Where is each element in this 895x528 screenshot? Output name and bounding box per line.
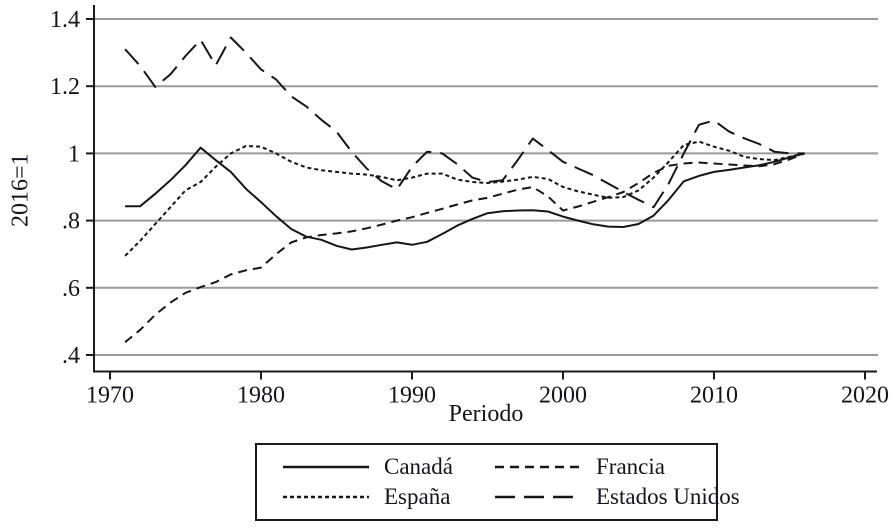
x-tick-label: 2010 bbox=[690, 383, 738, 409]
series-solid bbox=[125, 146, 805, 251]
legend-label: España bbox=[384, 483, 451, 509]
y-tick-label: 1.4 bbox=[50, 7, 80, 33]
y-tick-label: .4 bbox=[62, 343, 80, 369]
x-tick-label: 2000 bbox=[539, 383, 587, 409]
y-tick-label: 1 bbox=[68, 141, 80, 167]
legend-line-sample bbox=[495, 495, 581, 498]
legend-line-sample bbox=[283, 466, 369, 469]
legend-entry-francia: Francia bbox=[495, 455, 740, 479]
y-tick-label: .8 bbox=[62, 209, 80, 235]
x-tick-label: 1970 bbox=[86, 383, 134, 409]
x-tick-label: 1990 bbox=[388, 383, 436, 409]
x-tick-label: 1980 bbox=[237, 383, 285, 409]
legend-entry-estados-unidos: Estados Unidos bbox=[495, 483, 740, 509]
y-tick-label: 1.2 bbox=[50, 74, 80, 100]
legend-label: Estados Unidos bbox=[596, 483, 740, 509]
series-medium-dash bbox=[124, 152, 805, 343]
legend-line-sample bbox=[495, 466, 581, 469]
y-axis-title: 2016=1 bbox=[7, 153, 34, 228]
legend-label: Francia bbox=[596, 454, 665, 480]
legend-line-sample bbox=[283, 495, 369, 498]
x-tick-label: 2020 bbox=[841, 383, 889, 409]
x-axis-title: Periodo bbox=[448, 401, 524, 427]
legend-label: Canadá bbox=[384, 454, 453, 480]
y-tick-label: .6 bbox=[62, 276, 80, 302]
series-short-dash bbox=[124, 140, 805, 257]
series-long-dash bbox=[124, 36, 805, 209]
legend-entry-canada: Canadá bbox=[283, 455, 495, 479]
legend: Canadá Francia España Estados Unidos bbox=[255, 443, 740, 521]
legend-entry-espana: España bbox=[283, 483, 495, 509]
